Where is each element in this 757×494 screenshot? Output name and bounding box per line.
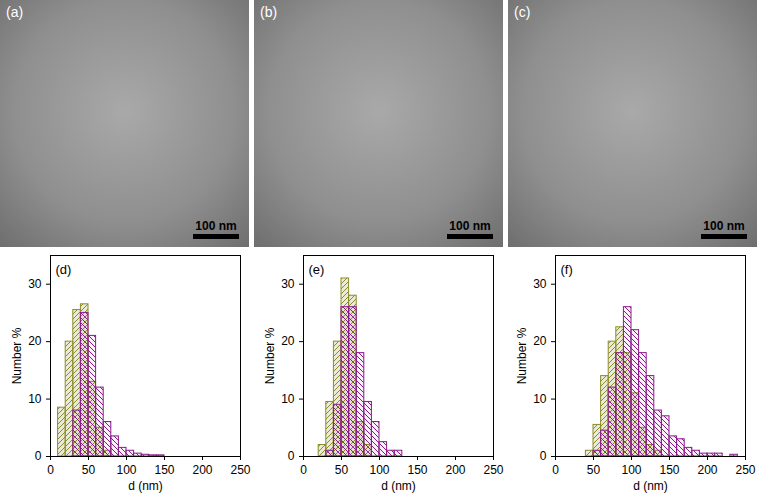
svg-text:Number %: Number % bbox=[10, 327, 24, 384]
svg-text:Number %: Number % bbox=[515, 327, 529, 384]
svg-text:10: 10 bbox=[28, 392, 42, 406]
svg-text:10: 10 bbox=[533, 392, 547, 406]
svg-text:200: 200 bbox=[445, 463, 465, 477]
svg-text:150: 150 bbox=[154, 463, 174, 477]
html-text:(b): (b) bbox=[260, 4, 278, 20]
svg-text:Number %: Number % bbox=[263, 327, 277, 384]
svg-text:150: 150 bbox=[659, 463, 679, 477]
html-text:100 nm: 100 nm bbox=[195, 219, 237, 233]
svg-text:0: 0 bbox=[47, 463, 54, 477]
svg-text:100: 100 bbox=[369, 463, 389, 477]
svg-text:d (nm): d (nm) bbox=[381, 479, 416, 493]
svg-text:50: 50 bbox=[82, 463, 96, 477]
svg-text:200: 200 bbox=[697, 463, 717, 477]
svg-text:0: 0 bbox=[540, 449, 547, 463]
svg-text:(f): (f) bbox=[561, 262, 573, 277]
svg-text:30: 30 bbox=[28, 277, 42, 291]
svg-text:250: 250 bbox=[230, 463, 250, 477]
svg-text:30: 30 bbox=[281, 277, 295, 291]
svg-text:30: 30 bbox=[533, 277, 547, 291]
html-text:100 nm: 100 nm bbox=[449, 219, 491, 233]
svg-text:0: 0 bbox=[552, 463, 559, 477]
svg-text:50: 50 bbox=[334, 463, 348, 477]
svg-text:250: 250 bbox=[483, 463, 503, 477]
html-text:(a): (a) bbox=[6, 4, 24, 20]
svg-text:0: 0 bbox=[287, 449, 294, 463]
svg-text:150: 150 bbox=[407, 463, 427, 477]
svg-text:20: 20 bbox=[28, 334, 42, 348]
svg-text:0: 0 bbox=[300, 463, 307, 477]
html-text:100 nm: 100 nm bbox=[703, 219, 745, 233]
svg-text:0: 0 bbox=[35, 449, 42, 463]
svg-text:20: 20 bbox=[281, 334, 295, 348]
svg-text:250: 250 bbox=[735, 463, 755, 477]
html-text:(c): (c) bbox=[514, 4, 531, 20]
svg-text:(d): (d) bbox=[56, 262, 72, 277]
svg-text:(e): (e) bbox=[308, 262, 324, 277]
svg-text:100: 100 bbox=[116, 463, 136, 477]
svg-text:50: 50 bbox=[587, 463, 601, 477]
svg-text:20: 20 bbox=[533, 334, 547, 348]
svg-text:10: 10 bbox=[281, 392, 295, 406]
svg-text:200: 200 bbox=[192, 463, 212, 477]
svg-text:d (nm): d (nm) bbox=[633, 479, 668, 493]
svg-text:100: 100 bbox=[621, 463, 641, 477]
svg-text:d (nm): d (nm) bbox=[128, 479, 163, 493]
